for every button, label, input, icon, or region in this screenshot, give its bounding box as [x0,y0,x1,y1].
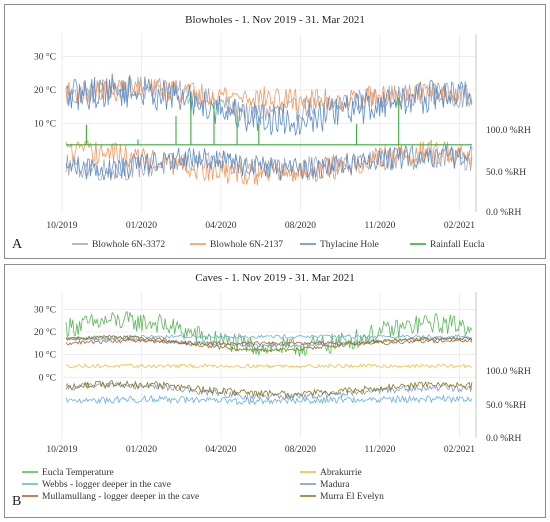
x-tick-label: 11/2020 [365,445,396,455]
series-line-temperature [65,76,473,124]
series-line-humidity [65,381,473,401]
panel-b-letter: B [12,494,21,509]
y-right-tick-label: 0.0 %RH [486,208,522,218]
x-tick-label: 01/2020 [126,445,157,455]
series-line-humidity [65,380,473,399]
series-line-humidity [65,147,473,181]
x-tick-label: 11/2020 [365,221,396,231]
legend-label: Eucla Temperature [42,468,114,478]
panel-b-title: Caves - 1. Nov 2019 - 31. Mar 2021 [195,272,354,284]
y-left-tick-label: 30 °C [34,304,56,315]
series-line-humidity [65,394,473,406]
panel-a-letter: A [12,237,23,252]
series-line-rainfall [66,91,472,146]
y-left-tick-label: 0 °C [39,372,56,383]
legend-label: Thylacine Hole [320,240,379,250]
y-left-tick-label: 20 °C [34,85,56,96]
y-right-tick-label: 100.0 %RH [486,126,531,136]
panel-b-frame [4,264,546,518]
series-line-temperature [65,333,473,341]
y-right-tick-label: 50.0 %RH [486,168,526,178]
series-line-temperature [65,310,473,357]
y-left-tick-label: 20 °C [34,327,56,338]
legend-label: Blowhole 6N-3372 [92,240,165,250]
series-line-temperature [65,363,472,369]
y-right-tick-label: 50.0 %RH [486,401,526,411]
legend-label: Madura [320,480,350,490]
y-left-tick-label: 10 °C [34,350,56,361]
x-tick-label: 01/2020 [126,221,157,231]
series-line-temperature [65,73,473,136]
legend-label: Webbs - logger deeper in the cave [42,480,171,490]
series-line-temperature [65,338,473,347]
legend-label: Abrakurrie [320,468,362,478]
legend-label: Mullamullang - logger deeper in the cave [42,492,199,502]
x-tick-label: 10/2019 [46,445,77,455]
panel-b: Caves - 1. Nov 2019 - 31. Mar 2021 B 10/… [4,264,546,518]
panel-a-title: Blowholes - 1. Nov 2019 - 31. Mar 2021 [185,14,365,26]
y-right-tick-label: 100.0 %RH [486,367,531,377]
x-tick-label: 10/2019 [46,221,77,231]
y-left-tick-label: 10 °C [34,118,56,129]
x-tick-label: 04/2020 [205,445,236,455]
legend-label: Murra El Evelyn [320,492,384,502]
legend-label: Blowhole 6N-2137 [210,240,283,250]
x-tick-label: 02/2021 [444,221,475,231]
panel-a: Blowholes - 1. Nov 2019 - 31. Mar 2021 A… [4,4,546,259]
x-tick-label: 08/2020 [285,445,316,455]
x-tick-label: 02/2021 [444,445,475,455]
x-tick-label: 04/2020 [205,221,236,231]
legend-label: Rainfall Eucla [430,239,485,250]
y-left-tick-label: 30 °C [34,52,56,63]
panel-a-frame [4,4,546,259]
x-tick-label: 08/2020 [285,221,316,231]
series-line-temperature [65,334,473,353]
series-line-humidity [65,145,473,181]
y-right-tick-label: 0.0 %RH [486,434,522,444]
